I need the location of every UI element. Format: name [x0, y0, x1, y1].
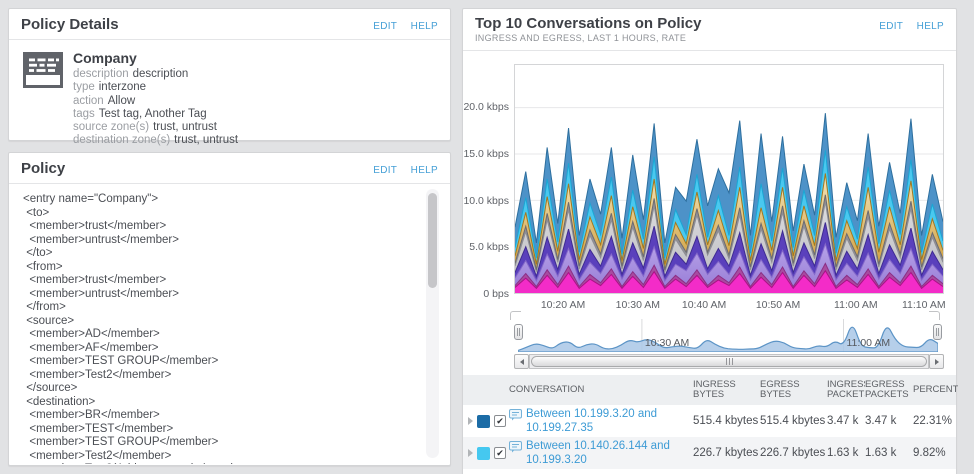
policy-scrollbar-thumb[interactable]: [428, 193, 437, 288]
top-conversations-panel: Top 10 Conversations on Policy INGRESS A…: [462, 8, 958, 474]
policy-xml-code: <entry name="Company"> <to> <member>trus…: [23, 193, 254, 464]
policy-header: Policy EDIT HELP: [9, 153, 450, 184]
policy-title: Policy: [21, 160, 66, 177]
area-series-8: [515, 113, 943, 258]
navigator-left-handle[interactable]: [514, 324, 523, 340]
chart-horizontal-scrollbar[interactable]: [514, 354, 944, 369]
navigator-right-handle[interactable]: [933, 324, 942, 340]
conversation-link[interactable]: Between 10.199.3.20 and 10.199.27.35: [526, 408, 658, 434]
policy-help-link[interactable]: HELP: [410, 165, 438, 176]
series-color-swatch: [477, 414, 490, 428]
navigator-left-bracket: [510, 311, 521, 320]
x-axis-label: 11:10 AM: [901, 299, 946, 311]
top-conversations-edit-link[interactable]: EDIT: [879, 21, 904, 32]
table-row: ✔ Between 10.140.26.144 and 10.199.3.20 22…: [463, 437, 956, 469]
row-expander-icon[interactable]: [468, 417, 473, 425]
column-header-conversation[interactable]: CONVERSATION: [509, 384, 585, 395]
column-header-egress-packets[interactable]: EGRESS PACKETS: [865, 379, 909, 400]
top-conversations-header: Top 10 Conversations on Policy INGRESS A…: [463, 9, 956, 51]
policy-panel: Policy EDIT HELP <entry name="Company"> …: [8, 152, 451, 466]
policy-name: Company: [73, 50, 137, 66]
egress-bytes-value: 515.4 kbytes: [760, 415, 826, 427]
series-color-swatch: [477, 446, 490, 460]
navigator-area: [518, 326, 938, 352]
y-axis-label: 10.0 kbps: [463, 194, 509, 207]
policy-details-content: Company description description type interz…: [9, 40, 450, 148]
navigator-time-label: 11:00 AM: [846, 337, 891, 349]
policy-rules-icon: [23, 52, 63, 88]
y-axis-label: 0 bps: [483, 288, 509, 300]
policy-details-fields: Company description description type interz…: [73, 50, 238, 148]
policy-details-panel: Policy Details EDIT HELP Compa: [8, 8, 451, 146]
y-axis-label: 15.0 kbps: [463, 147, 509, 160]
x-axis-label: 11:00 AM: [834, 299, 878, 311]
policy-details-header: Policy Details EDIT HELP: [9, 9, 450, 40]
ingress-packets-value: 1.63 k: [827, 447, 859, 459]
area-series-0: [515, 270, 943, 293]
scroll-right-arrow-icon: [934, 358, 939, 365]
policy-detail-field: tags Test tag, Another Tag: [73, 107, 207, 120]
navigator-chart[interactable]: [518, 319, 938, 352]
ingress-bytes-value: 226.7 kbytes: [693, 447, 759, 459]
top-conversations-title: Top 10 Conversations on Policy: [475, 15, 702, 32]
policy-edit-link[interactable]: EDIT: [373, 165, 398, 176]
column-header-ingress-packets[interactable]: INGRESS PACKETS: [827, 379, 865, 400]
ingress-bytes-value: 515.4 kbytes: [693, 415, 759, 427]
row-checkbox[interactable]: ✔: [494, 447, 506, 459]
x-axis-label: 10:30 AM: [615, 299, 661, 311]
conversation-note-icon[interactable]: [509, 440, 522, 456]
policy-detail-field: type interzone: [73, 81, 147, 94]
percent-value: 22.31%: [913, 415, 953, 427]
top-conversations-help-link[interactable]: HELP: [916, 21, 944, 32]
policy-details-help-link[interactable]: HELP: [410, 21, 438, 32]
scroll-left-button[interactable]: [514, 354, 529, 369]
table-row: ✔ Between 10.199.3.20 and 10.199.27.35 515…: [463, 405, 956, 437]
stacked-area-chart[interactable]: [514, 64, 944, 294]
x-axis-label: 10:50 AM: [755, 299, 801, 311]
top-conversations-subtitle: INGRESS AND EGRESS, LAST 1 HOURS, RATE: [475, 33, 687, 43]
scroll-right-button[interactable]: [929, 354, 944, 369]
scrollbar-thumb[interactable]: [531, 356, 927, 367]
area-series-7: [515, 150, 943, 265]
column-header-ingress-bytes[interactable]: INGRESS BYTES: [693, 379, 736, 400]
egress-bytes-value: 226.7 kbytes: [760, 447, 826, 459]
percent-value: 9.82%: [913, 447, 946, 459]
policy-scrollbar-track[interactable]: [426, 189, 439, 458]
y-axis-label: 20.0 kbps: [463, 101, 509, 113]
ingress-packets-value: 3.47 k: [827, 415, 859, 427]
policy-detail-field: description description: [73, 68, 189, 80]
navigator-right-bracket: [929, 311, 940, 320]
conversation-note-icon[interactable]: [509, 408, 522, 424]
policy-detail-field: destination zone(s) trust, untrust: [73, 134, 239, 147]
x-axis-label: 10:20 AM: [540, 299, 586, 311]
column-header-percent[interactable]: PERCENT: [913, 384, 958, 395]
egress-packets-value: 3.47 k: [865, 415, 897, 427]
conversations-table-header: CONVERSATION INGRESS BYTES EGRESS BYTES ING…: [463, 375, 958, 405]
scroll-left-arrow-icon: [519, 358, 524, 365]
policy-xml-viewer: <entry name="Company"> <to> <member>trus…: [9, 185, 450, 464]
column-header-egress-bytes[interactable]: EGRESS BYTES: [760, 379, 800, 400]
area-series-6: [515, 173, 943, 270]
y-axis-label: 5.0 kbps: [469, 241, 509, 254]
scrollbar-track[interactable]: [529, 354, 929, 369]
row-expander-icon[interactable]: [468, 449, 473, 457]
navigator-time-label: 10:30 AM: [644, 337, 690, 349]
table-row: ✔Between 10.199.3.20 and217.3 kbytes217.…: [463, 469, 956, 474]
conversation-link[interactable]: Between 10.140.26.144 and 10.199.3.20: [526, 440, 670, 466]
row-checkbox[interactable]: ✔: [494, 415, 506, 427]
x-axis-label: 10:40 AM: [681, 299, 727, 311]
policy-detail-field: source zone(s) trust, untrust: [73, 121, 217, 134]
egress-packets-value: 1.63 k: [865, 447, 897, 459]
policy-details-title: Policy Details: [21, 16, 119, 33]
conversations-table: CONVERSATION INGRESS BYTES EGRESS BYTES ING…: [463, 375, 958, 474]
policy-details-edit-link[interactable]: EDIT: [373, 21, 398, 32]
policy-detail-field: action Allow: [73, 94, 136, 107]
